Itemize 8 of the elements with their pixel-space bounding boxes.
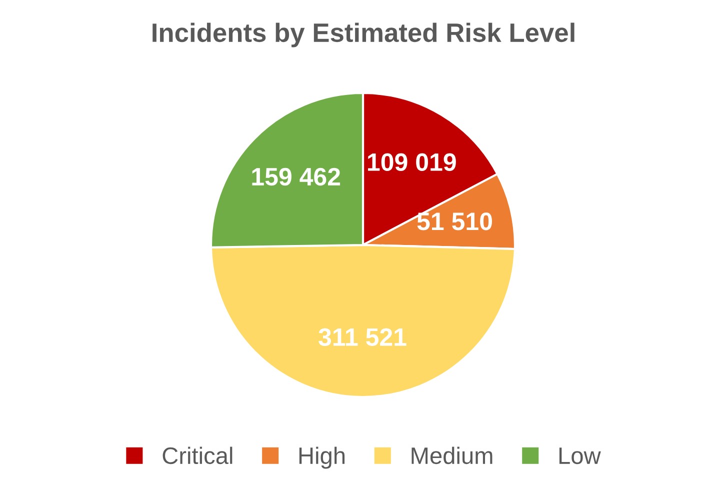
legend-label: Critical xyxy=(162,446,232,464)
data-label: 311 521 xyxy=(318,328,406,346)
legend-label: High xyxy=(299,446,345,469)
data-label: 109 019 xyxy=(368,153,456,171)
data-label: 159 462 xyxy=(252,168,340,186)
legend-label: Medium xyxy=(412,446,492,464)
chart-title: Incidents by Estimated Risk Level xyxy=(152,22,574,48)
legend-label: Low xyxy=(559,448,601,464)
